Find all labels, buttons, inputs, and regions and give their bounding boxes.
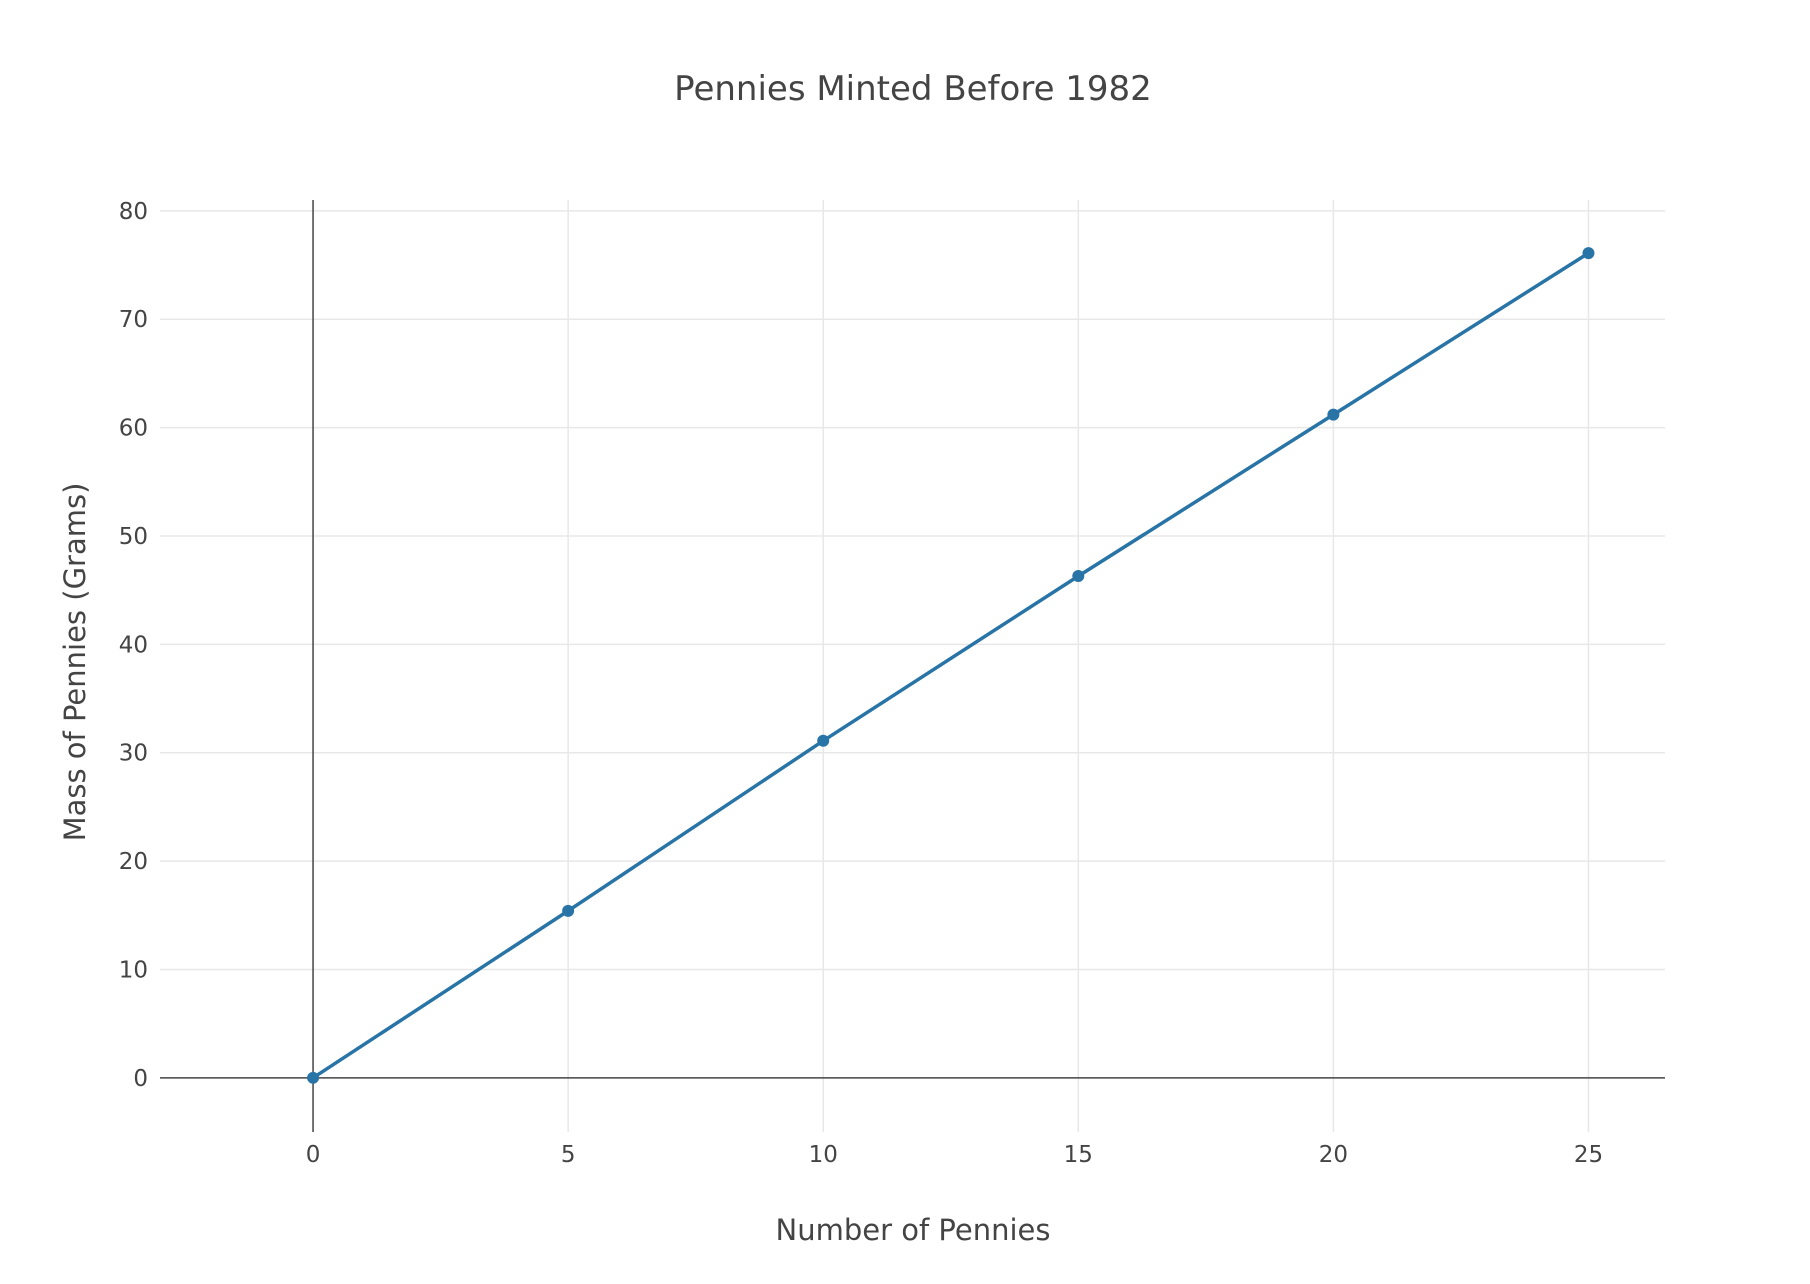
- y-tick-label: 80: [119, 199, 148, 225]
- y-tick-labels: 0 10 20 30 40 50 60 70 80: [119, 199, 148, 1092]
- y-tick-label: 60: [119, 416, 148, 442]
- data-point: [307, 1071, 320, 1084]
- y-axis-title: Mass of Pennies (Grams): [58, 483, 92, 842]
- x-axis-title: Number of Pennies: [776, 1213, 1051, 1247]
- data-point: [1072, 570, 1085, 583]
- series: [307, 247, 1595, 1084]
- x-tick-labels: 0 5 10 15 20 25: [306, 1142, 1603, 1168]
- x-tick-label: 25: [1574, 1142, 1603, 1168]
- grid: [160, 200, 1665, 1132]
- data-point: [562, 904, 575, 917]
- x-tick-label: 20: [1319, 1142, 1348, 1168]
- zero-lines: [160, 200, 1665, 1132]
- x-tick-label: 10: [809, 1142, 838, 1168]
- y-tick-label: 30: [119, 741, 148, 767]
- y-tick-label: 70: [119, 307, 148, 333]
- y-tick-label: 10: [119, 957, 148, 983]
- data-point: [817, 734, 830, 747]
- y-tick-label: 50: [119, 524, 148, 550]
- y-tick-label: 40: [119, 632, 148, 658]
- data-point: [1327, 408, 1340, 421]
- y-tick-label: 20: [119, 849, 148, 875]
- chart-title: Pennies Minted Before 1982: [674, 69, 1152, 109]
- x-tick-label: 15: [1064, 1142, 1093, 1168]
- y-tick-label: 0: [133, 1066, 148, 1092]
- x-tick-label: 0: [306, 1142, 321, 1168]
- series-line: [312, 251, 1590, 1080]
- data-point: [1582, 247, 1595, 260]
- x-tick-label: 5: [561, 1142, 576, 1168]
